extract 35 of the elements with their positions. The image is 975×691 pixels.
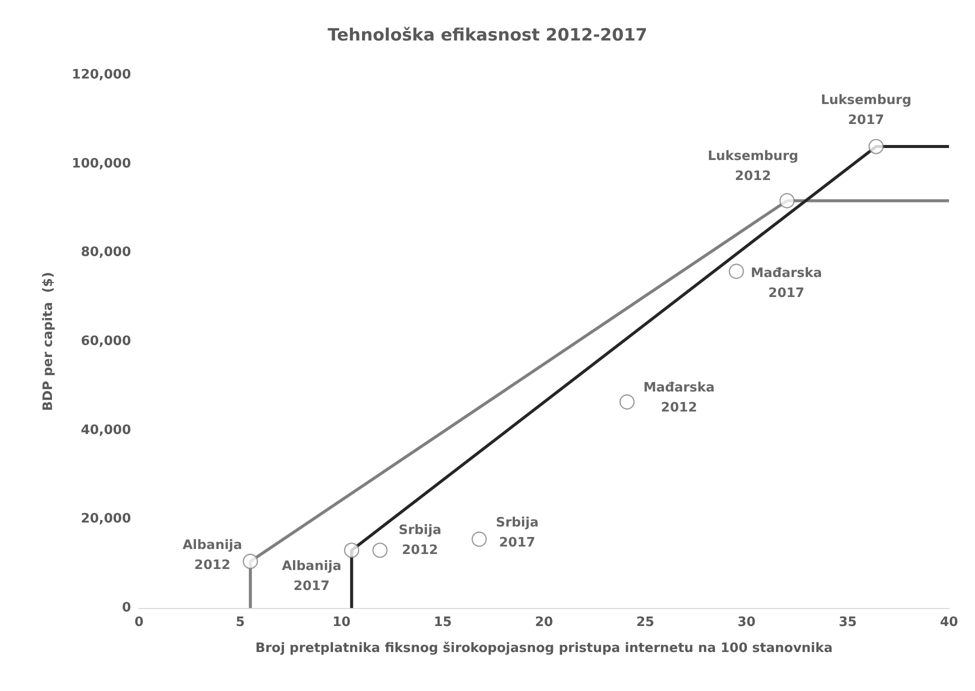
x-tick-label: 35 bbox=[838, 615, 857, 630]
x-tick-label: 10 bbox=[332, 615, 351, 630]
point bbox=[344, 542, 360, 558]
annotation: Albanija 2012 bbox=[182, 538, 242, 573]
annotation: Mađarska 2017 bbox=[750, 266, 822, 301]
point bbox=[372, 542, 388, 558]
annotation: Luksemburg 2017 bbox=[820, 93, 912, 128]
x-tick-label: 25 bbox=[636, 615, 654, 630]
y-tick-label: 80,000 bbox=[80, 245, 131, 260]
annotation: Luksemburg 2012 bbox=[708, 149, 798, 184]
x-tick-label: 30 bbox=[737, 615, 756, 630]
annotation: Albanija 2017 bbox=[282, 558, 342, 594]
annotation: Srbija 2017 bbox=[496, 516, 539, 551]
y-axis-title: BDP per capita ($) bbox=[41, 272, 56, 412]
point bbox=[242, 554, 258, 569]
point bbox=[619, 394, 635, 410]
point bbox=[472, 532, 487, 547]
annotation: Srbija 2012 bbox=[398, 522, 442, 558]
y-tick-label: 40,000 bbox=[80, 422, 131, 438]
x-tick-label: 0 bbox=[134, 615, 144, 630]
y-tick-label: 60,000 bbox=[80, 334, 131, 349]
point bbox=[868, 138, 884, 154]
y-tick-label: 0 bbox=[122, 600, 131, 616]
y-tick-label: 100,000 bbox=[72, 156, 131, 172]
x-tick-label: 5 bbox=[236, 615, 245, 630]
point bbox=[779, 193, 795, 208]
y-tick-label: 20,000 bbox=[80, 512, 131, 527]
x-tick-label: 40 bbox=[940, 615, 958, 630]
point bbox=[728, 264, 744, 279]
annotation: Mađarska 2012 bbox=[643, 380, 715, 416]
y-tick-label: 120,000 bbox=[72, 68, 131, 82]
x-tick-label: 20 bbox=[534, 615, 554, 630]
x-axis-title: Broj pretplatnika fiksnog širokopojasnog pristupa internetu na 100 stanovnika bbox=[255, 641, 833, 656]
chart-title: Tehnološka efikasnost 2012-2017 bbox=[328, 26, 648, 46]
x-tick-label: 15 bbox=[434, 615, 452, 630]
